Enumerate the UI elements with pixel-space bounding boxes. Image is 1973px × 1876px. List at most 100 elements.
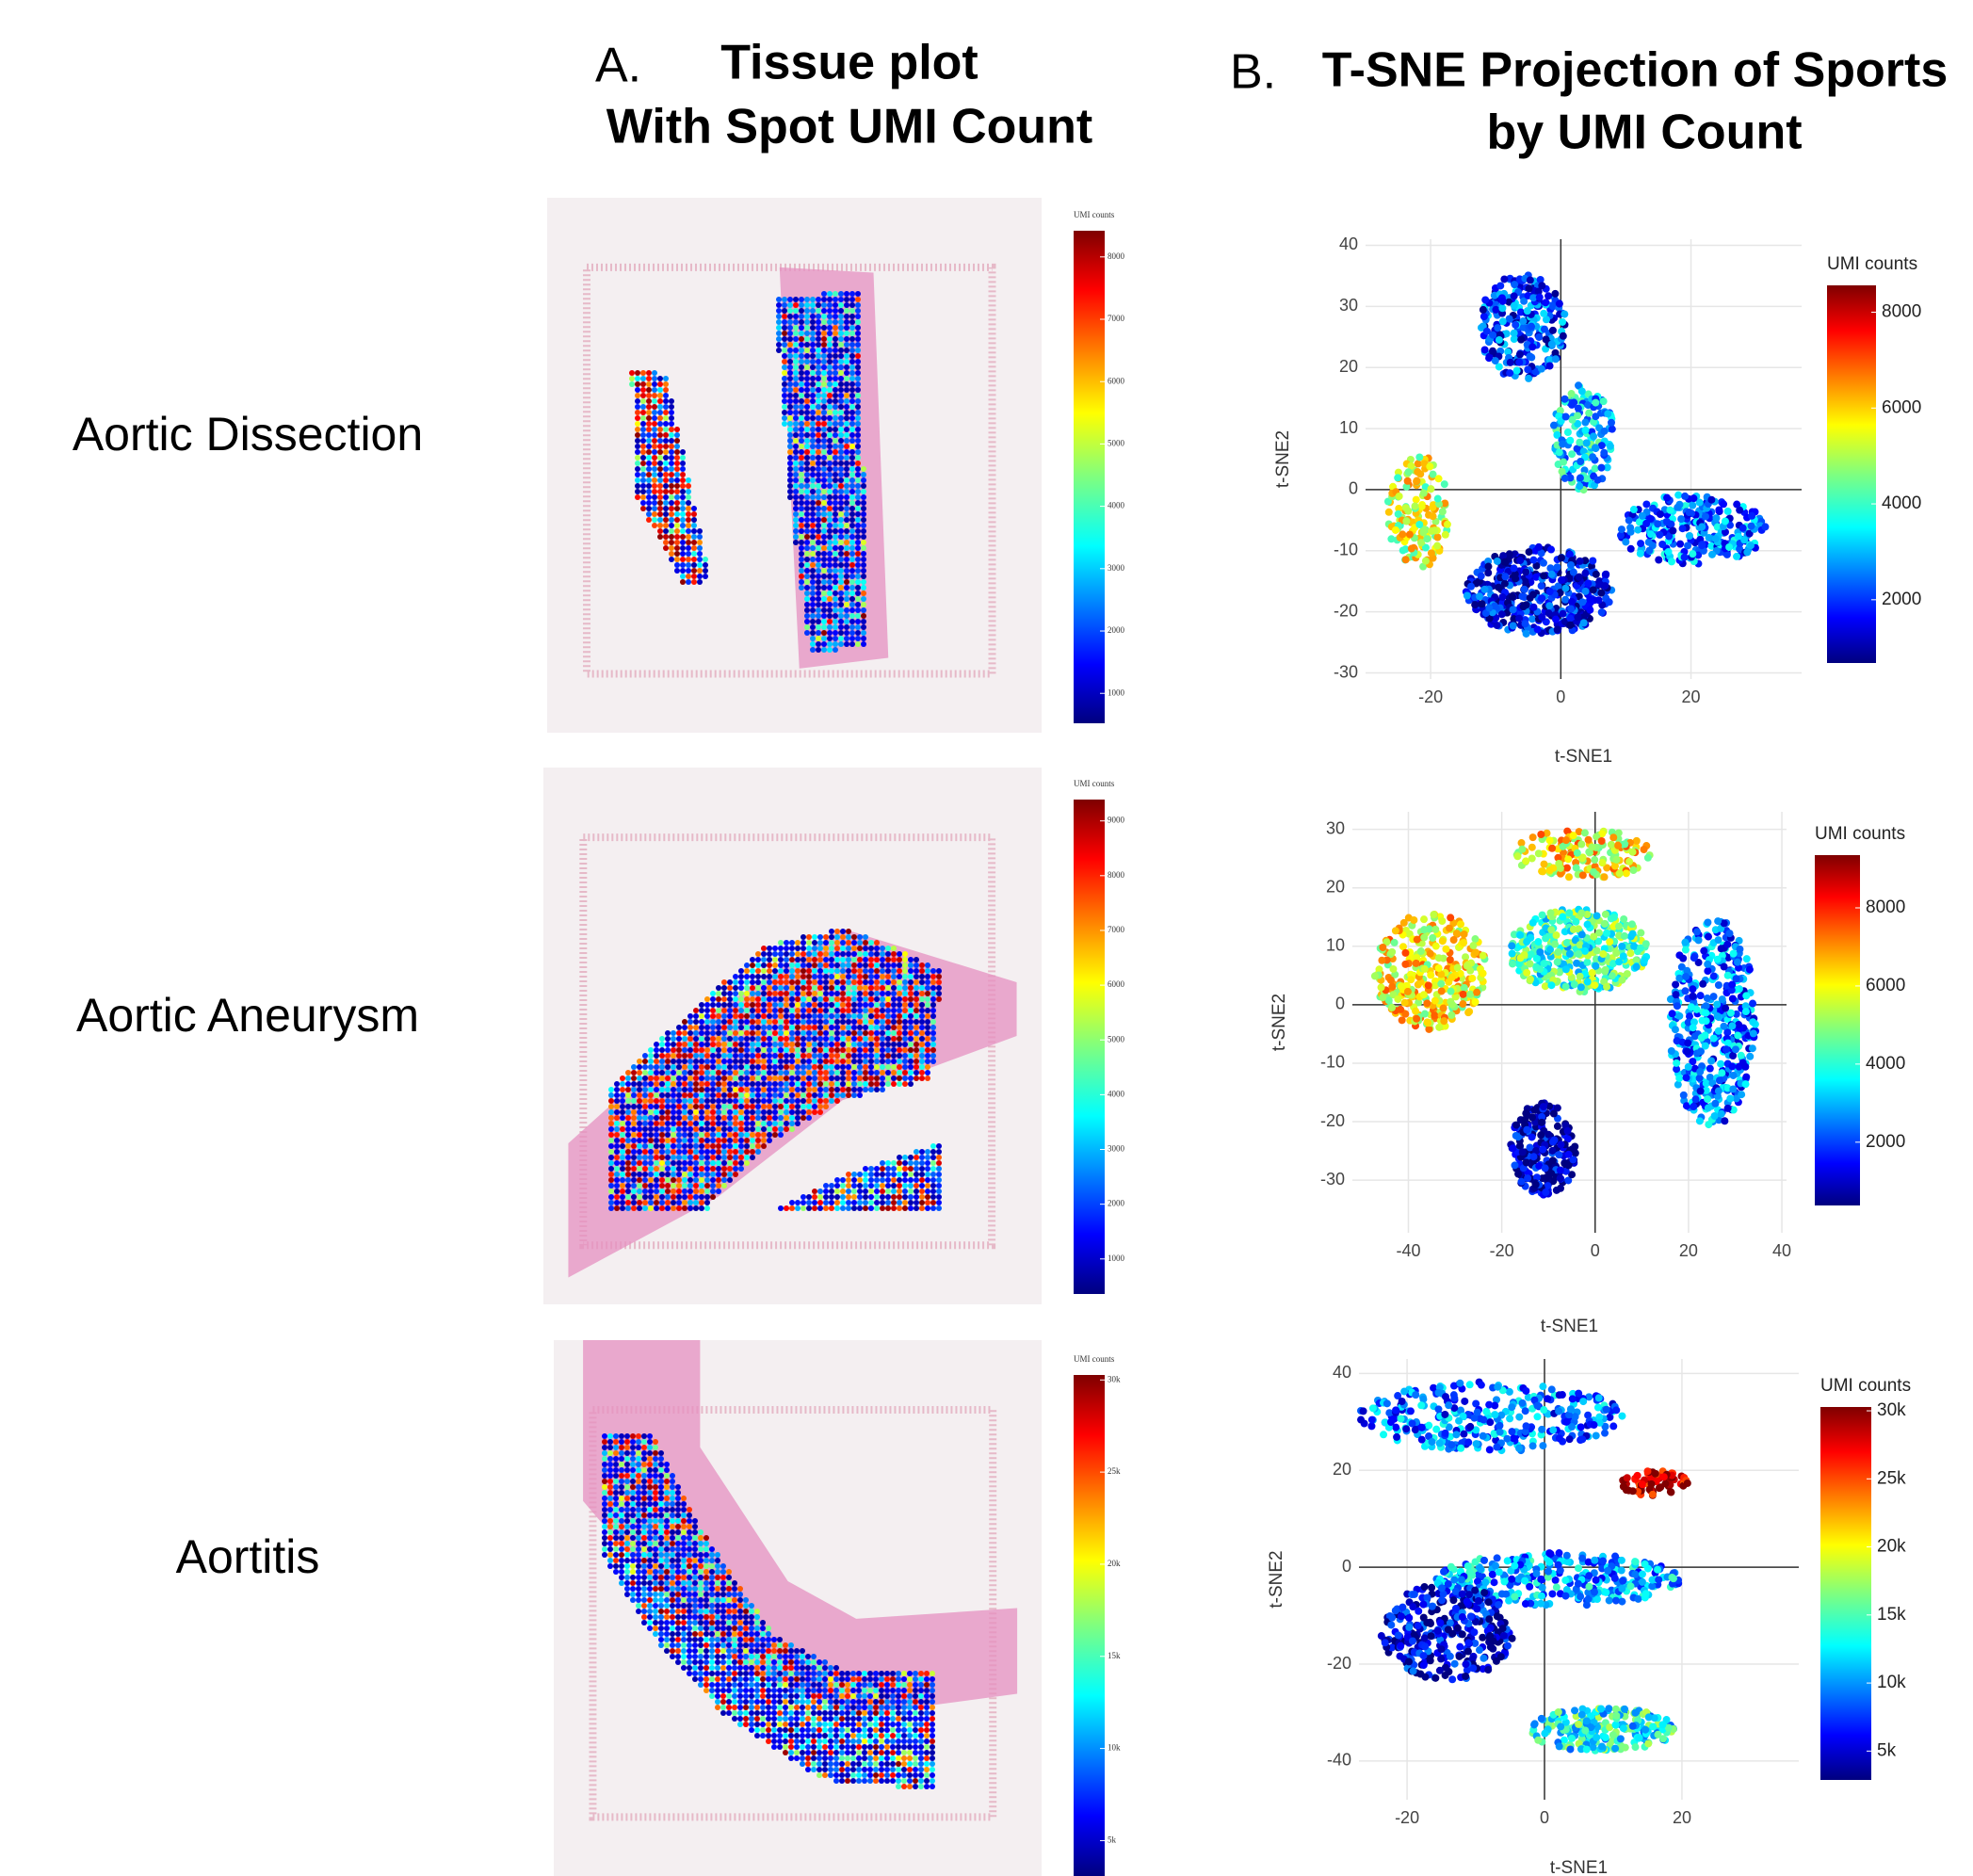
- spot: [885, 979, 891, 985]
- spot: [771, 1659, 777, 1665]
- spot: [602, 1467, 607, 1473]
- spot: [896, 1676, 901, 1682]
- spot: [608, 1205, 614, 1211]
- spot: [681, 1501, 687, 1507]
- spot: [659, 1070, 665, 1075]
- spot: [849, 624, 855, 630]
- spot: [880, 1194, 885, 1200]
- spot: [844, 364, 849, 370]
- spot: [608, 1172, 614, 1177]
- spot: [642, 1053, 648, 1059]
- spot: [659, 1172, 665, 1177]
- spot: [907, 1710, 913, 1716]
- spot: [754, 1710, 760, 1716]
- spot: [821, 393, 827, 398]
- spot: [715, 1637, 720, 1642]
- spot: [682, 1138, 687, 1143]
- spot: [801, 1115, 806, 1121]
- spot: [743, 1597, 749, 1603]
- spot: [635, 381, 640, 387]
- spot: [635, 398, 640, 404]
- spot: [784, 1087, 789, 1092]
- spot: [879, 1693, 884, 1699]
- spot: [855, 302, 861, 308]
- spot: [925, 996, 930, 1002]
- spot: [833, 477, 838, 483]
- spot: [840, 934, 846, 940]
- spot: [675, 1518, 681, 1524]
- spot: [821, 483, 827, 489]
- spot: [675, 1637, 681, 1642]
- spot: [620, 1081, 625, 1087]
- spot: [676, 1036, 682, 1042]
- spot: [868, 1025, 874, 1030]
- spot: [658, 1456, 664, 1462]
- spot: [693, 1172, 699, 1177]
- spot: [669, 466, 674, 472]
- spot: [884, 1693, 890, 1699]
- spot: [681, 1597, 687, 1603]
- spot: [620, 1172, 625, 1177]
- spot: [924, 1676, 930, 1682]
- spot: [919, 1019, 925, 1025]
- spot: [846, 1042, 851, 1047]
- point: [1525, 375, 1532, 382]
- spot: [613, 1467, 619, 1473]
- spot: [665, 1121, 671, 1126]
- spot: [806, 1200, 812, 1205]
- spot: [699, 1115, 704, 1121]
- spot: [862, 1722, 867, 1727]
- spot: [811, 1699, 817, 1705]
- spot: [766, 1727, 771, 1733]
- spot: [788, 1682, 794, 1688]
- spot: [856, 1688, 862, 1693]
- spot: [703, 1665, 709, 1671]
- spot: [936, 996, 942, 1002]
- spot: [669, 404, 674, 410]
- spot: [676, 1053, 682, 1059]
- spot: [810, 517, 816, 523]
- spot: [682, 1087, 687, 1092]
- spot: [873, 1699, 879, 1705]
- spot: [670, 1496, 675, 1501]
- spot: [620, 1104, 625, 1109]
- spot: [855, 348, 861, 353]
- spot: [743, 1625, 749, 1631]
- spot: [663, 393, 669, 398]
- spot: [827, 574, 833, 579]
- spot: [614, 1183, 620, 1189]
- spot: [761, 1002, 767, 1008]
- spot: [857, 1059, 863, 1064]
- spot: [607, 1541, 613, 1546]
- spot: [676, 1115, 682, 1121]
- spot: [727, 1013, 733, 1019]
- spot: [833, 1705, 839, 1710]
- spot: [641, 1603, 647, 1609]
- spot: [674, 500, 680, 506]
- spot: [918, 1750, 924, 1755]
- spot: [821, 297, 827, 302]
- spot: [816, 353, 821, 359]
- point: [1552, 355, 1560, 363]
- spot: [659, 1183, 665, 1189]
- spot: [686, 562, 691, 568]
- spot: [884, 1705, 890, 1710]
- spot: [863, 1183, 868, 1189]
- spot: [682, 1053, 687, 1059]
- spot: [925, 1177, 930, 1183]
- spot: [829, 1092, 834, 1098]
- spot: [846, 1177, 851, 1183]
- spot: [676, 1098, 682, 1104]
- spot: [833, 641, 838, 647]
- spot: [665, 1109, 671, 1115]
- spot: [646, 506, 652, 511]
- spot: [844, 562, 849, 568]
- spot: [874, 1013, 880, 1019]
- spot: [855, 393, 861, 398]
- spot: [896, 1772, 901, 1778]
- spot: [833, 602, 838, 607]
- spot: [716, 1104, 721, 1109]
- spot: [789, 1030, 795, 1036]
- spot: [669, 472, 674, 477]
- spot: [738, 1149, 744, 1155]
